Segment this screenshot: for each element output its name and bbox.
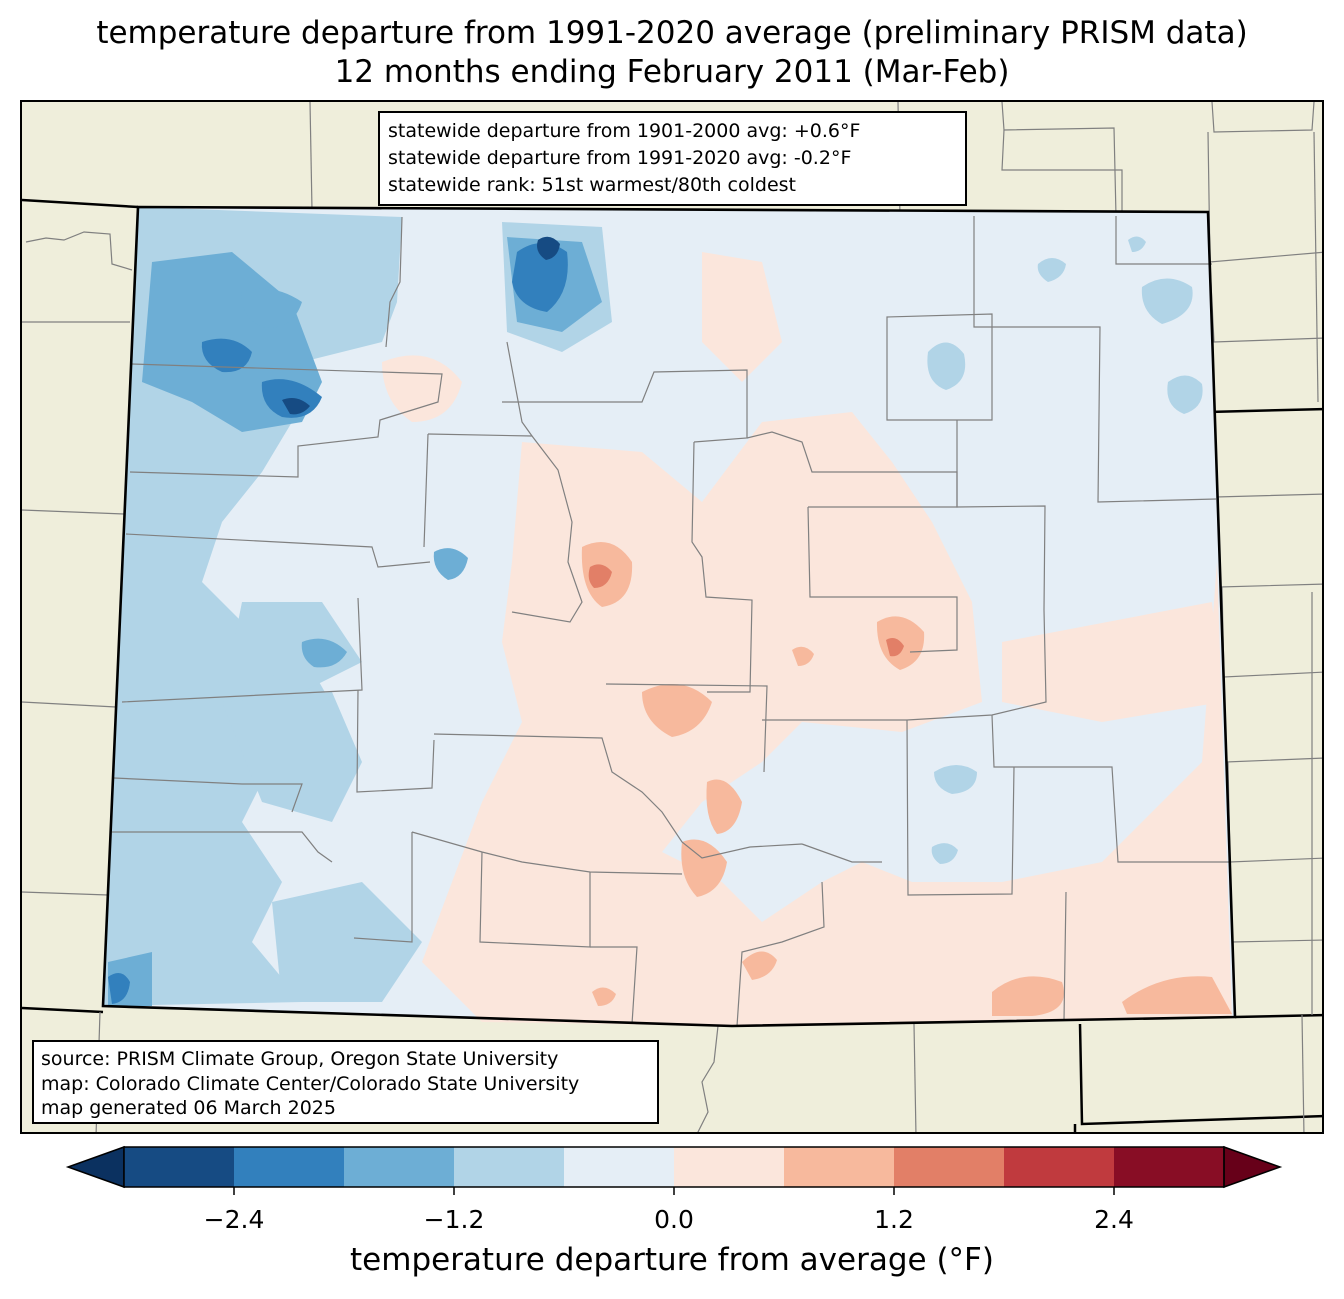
stats-line-1901-2000: statewide departure from 1901-2000 avg: … (388, 120, 861, 142)
generated-date-line: map generated 06 March 2025 (41, 1097, 336, 1119)
colorbar (65, 1145, 1283, 1195)
map-title-line1: temperature departure from 1991-2020 ave… (96, 15, 1248, 51)
statewide-stats-box: statewide departure from 1901-2000 avg: … (378, 111, 967, 206)
colorbar-segment (1004, 1147, 1114, 1187)
colorado-state-border (101, 205, 1237, 1028)
colorbar-segment (1114, 1147, 1224, 1187)
colorbar-tick-label: −1.2 (423, 1205, 485, 1234)
colorbar-segment (784, 1147, 894, 1187)
source-line: source: PRISM Climate Group, Oregon Stat… (41, 1048, 559, 1070)
colorbar-tick-label: 2.4 (1094, 1205, 1134, 1234)
colorbar-extend-high (1223, 1145, 1283, 1189)
stats-line-rank: statewide rank: 51st warmest/80th coldes… (388, 174, 797, 196)
stats-line-1991-2020: statewide departure from 1991-2020 avg: … (388, 147, 852, 169)
colorado-map (22, 102, 1322, 1132)
cool-anomaly-regions (103, 207, 1203, 1006)
colorbar-segment (454, 1147, 564, 1187)
colorbar-tick-label: −2.4 (203, 1205, 265, 1234)
colorbar-segment (894, 1147, 1004, 1187)
colorbar-tick-label: 0.0 (654, 1205, 694, 1234)
colorbar-segment (234, 1147, 344, 1187)
colorbar-tick-label: 1.2 (874, 1205, 914, 1234)
colorbar-segment (344, 1147, 454, 1187)
colorbar-extend-low (65, 1145, 125, 1189)
neighbor-state-borders (22, 198, 1322, 1132)
colorbar-label: temperature departure from average (°F) (350, 1242, 994, 1278)
source-credit-box: source: PRISM Climate Group, Oregon Stat… (32, 1040, 659, 1124)
colorado-county-lines (112, 216, 1230, 1027)
map-panel (20, 100, 1324, 1134)
colorbar-segment (124, 1147, 234, 1187)
map-credit-line: map: Colorado Climate Center/Colorado St… (41, 1072, 580, 1095)
map-title-line2: 12 months ending February 2011 (Mar-Feb) (334, 54, 1010, 90)
colorbar-segment (674, 1147, 784, 1187)
colorbar-segment (564, 1147, 674, 1187)
